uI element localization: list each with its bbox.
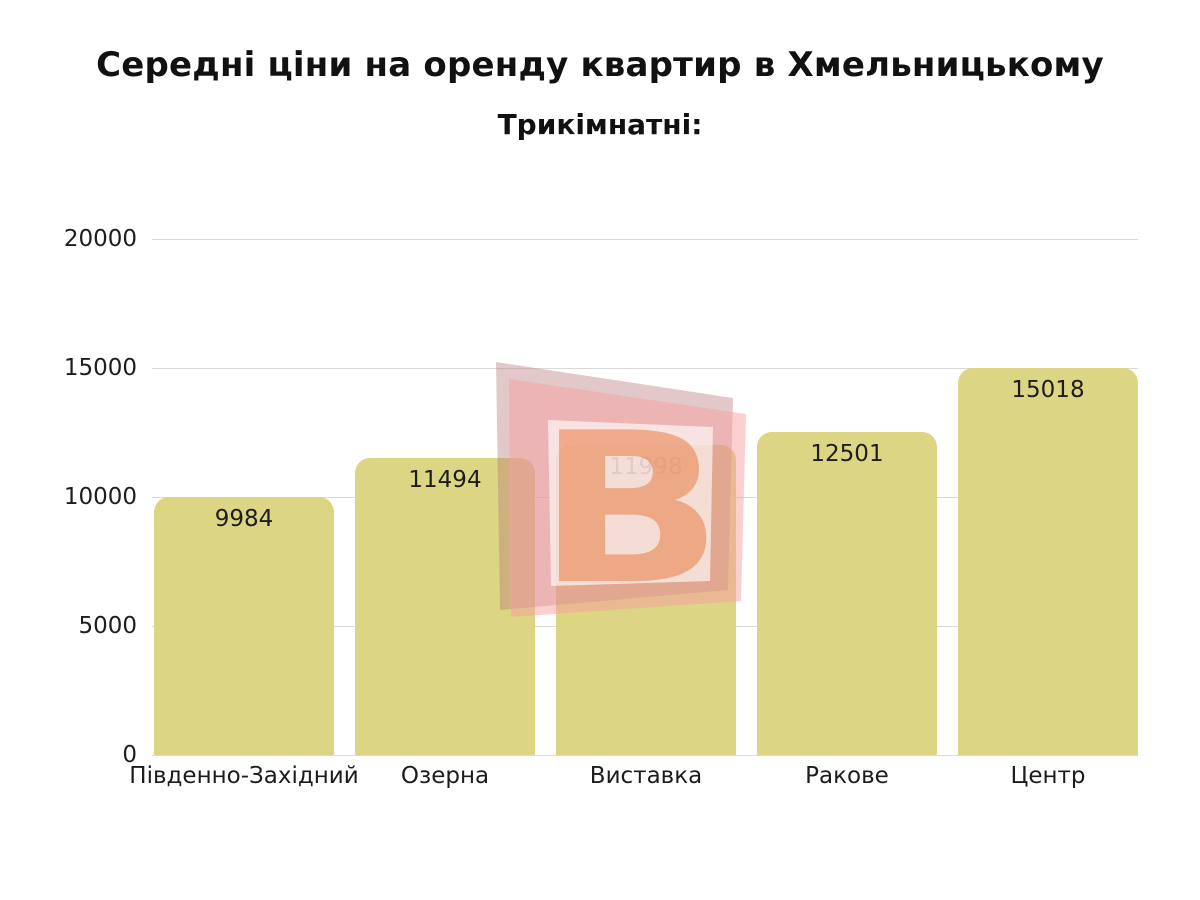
y-axis-tick-label: 15000 — [63, 355, 137, 381]
bar-Ракове: 12501 — [757, 432, 937, 755]
gridline-y-20000 — [152, 239, 1138, 240]
bar-value-label: 11494 — [408, 467, 482, 493]
x-axis-category-label: Виставка — [589, 763, 703, 789]
bar-Виставка: 11998 — [556, 445, 736, 755]
bar-Центр: 15018 — [958, 368, 1138, 755]
y-axis-tick-label: 20000 — [63, 226, 137, 252]
x-axis-category-label: Центр — [1010, 763, 1086, 789]
bar-Південно-Західний: 9984 — [154, 497, 334, 755]
chart-title: Середні ціни на оренду квартир в Хмельни… — [96, 45, 1104, 85]
x-axis-category-label: Південно-Західний — [129, 763, 359, 789]
bar-value-label: 9984 — [214, 506, 274, 532]
y-axis-tick-label: 10000 — [63, 484, 137, 510]
bar-value-label: 12501 — [810, 441, 884, 467]
y-axis-tick-label: 5000 — [78, 613, 137, 639]
chart-subtitle: Трикімнатні: — [497, 108, 703, 141]
y-axis-tick-label: 0 — [122, 742, 137, 768]
bar-Озерна: 11494 — [355, 458, 535, 755]
bar-value-label: 15018 — [1011, 377, 1085, 403]
x-axis-category-label: Озерна — [400, 763, 490, 789]
gridline-y-0 — [152, 755, 1138, 756]
gridline-y-15000 — [152, 368, 1138, 369]
bar-value-label: 11998 — [609, 454, 683, 480]
x-axis-category-label: Ракове — [805, 763, 889, 789]
